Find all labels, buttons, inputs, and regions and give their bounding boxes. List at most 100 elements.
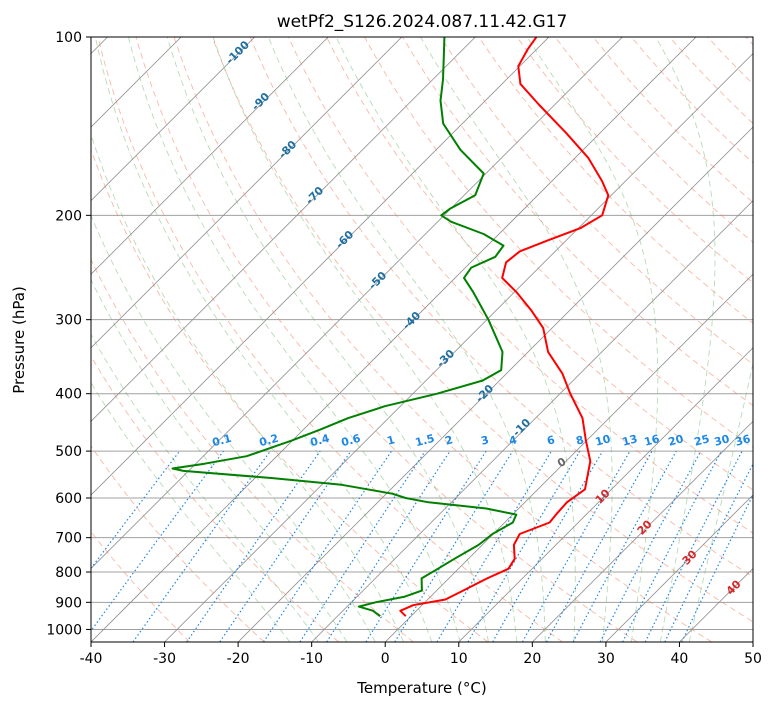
- mixing-ratio-line: [644, 450, 743, 642]
- y-tick-label: 300: [55, 313, 82, 329]
- sounding-profiles: [171, 37, 610, 617]
- dry-adiabat-line: [91, 355, 340, 642]
- isotherm-label: -70: [303, 184, 326, 207]
- dry-adiabat-line: [91, 531, 191, 642]
- mixing-ratio-label: 1.5: [414, 432, 436, 450]
- mixing-ratio-line: [132, 450, 271, 642]
- mixing-ratio-line: [681, 493, 753, 642]
- isotherm-line: [164, 52, 753, 642]
- x-tick-label: -10: [300, 651, 323, 667]
- y-axis-label: Pressure (hPa): [10, 286, 28, 394]
- dry-adiabat-line: [91, 148, 489, 642]
- isotherm-label: -20: [473, 382, 496, 405]
- dry-adiabat-line: [516, 37, 753, 284]
- y-axis-ticks: 100 200 300 400 500 600 700 800 900 1000: [46, 30, 91, 638]
- x-axis-label: Temperature (°C): [356, 679, 486, 697]
- dry-adiabat-line: [364, 37, 753, 448]
- moist-adiabat-line: [526, 37, 659, 642]
- x-tick-label: -30: [153, 651, 176, 667]
- mixing-ratio-label: 20: [667, 432, 685, 449]
- isotherm-line: [237, 126, 753, 642]
- mixing-ratio-label: 36: [734, 432, 752, 449]
- x-tick-label: 30: [597, 651, 615, 667]
- mixing-ratio-label: 13: [621, 432, 639, 449]
- isotherm-line: [91, 37, 550, 496]
- isotherm-label: -50: [366, 269, 389, 292]
- isotherm-label: -30: [434, 347, 457, 370]
- dry-adiabat-line: [97, 37, 563, 642]
- dry-adiabat-line: [91, 258, 414, 642]
- moist-adiabat-line: [91, 333, 319, 642]
- y-tick-label: 1000: [46, 622, 82, 638]
- mixing-ratio-line: [186, 450, 321, 642]
- x-tick-label: 40: [671, 651, 689, 667]
- isotherm-line: [458, 347, 753, 642]
- x-tick-label: 50: [744, 651, 762, 667]
- dry-adiabat-label: 20: [635, 517, 655, 537]
- x-axis-ticks: -40 -30 -20 -10 0 10 20 30 40 50: [80, 642, 762, 667]
- dry-adiabat-line: [707, 37, 753, 85]
- mixing-ratio-line: [664, 462, 753, 642]
- moist-adiabat-line: [91, 133, 405, 642]
- isotherm-line: [532, 420, 753, 642]
- moist-adiabat-line: [335, 37, 576, 642]
- moist-adiabat-line: [91, 214, 376, 642]
- dry-adiabat-line: [249, 37, 753, 578]
- isotherm-line: [91, 37, 255, 202]
- isotherm-label: -60: [333, 228, 356, 251]
- mixing-ratio-label: 3: [479, 433, 490, 448]
- mixing-ratio-line: [91, 450, 224, 632]
- dry-adiabat-line: [592, 37, 753, 204]
- dry-adiabat-label: 10: [593, 486, 613, 506]
- mixing-ratio-line: [394, 450, 514, 642]
- mixing-ratio-line: [91, 450, 181, 570]
- mixing-ratio-line: [326, 450, 451, 642]
- x-tick-label: -40: [80, 651, 103, 667]
- moist-adiabat-line: [655, 37, 716, 642]
- mixing-ratio-label: 4: [507, 433, 518, 448]
- mixing-ratio-label: 10: [594, 432, 612, 449]
- mixing-ratio-line: [262, 450, 392, 642]
- mixing-ratio-label: 0.4: [309, 432, 332, 450]
- isotherm-line: [91, 37, 329, 275]
- dry-adiabat-line: [287, 37, 753, 534]
- y-tick-label: 200: [55, 208, 82, 224]
- dry-adiabat-line: [173, 37, 713, 642]
- dry-adiabat-line: [135, 37, 638, 642]
- x-tick-label: 20: [523, 651, 541, 667]
- x-tick-label: -20: [227, 651, 250, 667]
- isotherm-line: [311, 200, 753, 642]
- moist-adiabat-line: [128, 37, 461, 642]
- isotherm-line: [91, 37, 697, 642]
- y-tick-label: 900: [55, 595, 82, 611]
- background-lines: [91, 37, 753, 642]
- mixing-ratio-label: 8: [574, 433, 585, 448]
- mixing-ratio-label: 16: [643, 432, 661, 449]
- mixing-ratio-line: [219, 450, 352, 642]
- isotherm-label: -80: [276, 138, 299, 161]
- mixing-ratio-label: 0.2: [258, 432, 280, 450]
- temperature-profile-line: [399, 37, 610, 617]
- isotherm-label: -40: [400, 309, 423, 332]
- y-tick-label: 400: [55, 387, 82, 403]
- isotherm-line: [91, 37, 476, 422]
- moist-adiabat-line: [267, 37, 546, 642]
- dry-adiabat-label: 30: [680, 547, 700, 567]
- isotherm-label: -90: [249, 90, 272, 113]
- moist-adiabat-line: [91, 278, 348, 642]
- isotherm-line: [91, 37, 623, 570]
- dry-adiabat-line: [91, 445, 265, 642]
- mixing-ratio-line: [521, 450, 631, 642]
- x-tick-label: 0: [381, 651, 390, 667]
- mixing-ratio-line: [599, 450, 702, 642]
- y-tick-label: 500: [55, 444, 82, 460]
- y-tick-label: 700: [55, 531, 82, 547]
- moist-adiabat-line: [688, 361, 753, 642]
- dry-adiabat-line: [745, 37, 753, 46]
- moist-adiabat-line: [91, 381, 291, 642]
- mixing-ratio-label: 30: [713, 432, 731, 449]
- dry-adiabat-line: [554, 37, 753, 243]
- y-tick-label: 100: [55, 30, 82, 46]
- dry-adiabat-line: [669, 37, 753, 125]
